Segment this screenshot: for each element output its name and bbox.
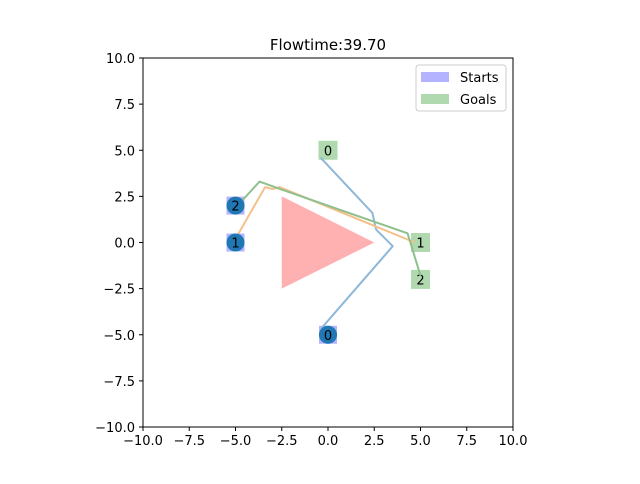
- obstacle-triangle: [281, 196, 375, 289]
- x-tick-label: 2.5: [364, 434, 385, 449]
- legend-swatch-goals: [421, 94, 449, 104]
- agent-label-2: 2: [231, 200, 239, 215]
- agent-label-1: 1: [231, 237, 239, 252]
- legend: Starts Goals: [415, 64, 507, 112]
- x-tick-label: 5.0: [410, 434, 431, 449]
- goal-label-0: 0: [324, 144, 332, 159]
- agent-marker-1: [226, 233, 245, 252]
- x-tick-label: 7.5: [456, 434, 477, 449]
- goal-marker-1: [411, 233, 430, 252]
- chart-title: Flowtime:39.70: [270, 36, 386, 54]
- agent-marker-2: [226, 196, 245, 215]
- legend-label-goals: Goals: [460, 93, 497, 108]
- goal-marker-2: [411, 269, 430, 289]
- y-tick-label: 10.0: [106, 52, 135, 67]
- y-tick-label: −2.5: [103, 283, 135, 298]
- y-tick-label: −5.0: [103, 329, 135, 344]
- y-tick-label: −7.5: [103, 375, 135, 390]
- y-tick-label: −10.0: [95, 421, 135, 436]
- legend-label-starts: Starts: [460, 71, 499, 86]
- x-tick-label: 0.0: [318, 434, 339, 449]
- x-tick-label: −5.0: [220, 434, 252, 449]
- goal-marker-0: [318, 140, 338, 160]
- agent-label-0: 0: [324, 329, 332, 344]
- y-tick-label: 7.5: [114, 98, 135, 113]
- y-tick-label: 2.5: [114, 190, 135, 205]
- y-tick-label: 0.0: [114, 237, 135, 252]
- x-tick-label: 10.0: [499, 434, 528, 449]
- legend-swatch-starts: [421, 72, 449, 82]
- path-agent-0: [319, 156, 394, 330]
- x-tick-label: −2.5: [266, 434, 298, 449]
- y-tick-label: 5.0: [114, 144, 135, 159]
- goal-label-1: 1: [416, 237, 424, 252]
- goal-label-2: 2: [416, 273, 424, 288]
- agent-marker-0: [319, 325, 337, 344]
- plot-area: 0 1 2 0 1 2 −10.0 −7.5 −5.0 −2.5 0.0 2.5 5.0 7.5 10.0 −…: [95, 52, 527, 449]
- path-agent-2: [238, 180, 422, 277]
- x-tick-label: −10.0: [123, 434, 163, 449]
- x-tick-label: −7.5: [173, 434, 205, 449]
